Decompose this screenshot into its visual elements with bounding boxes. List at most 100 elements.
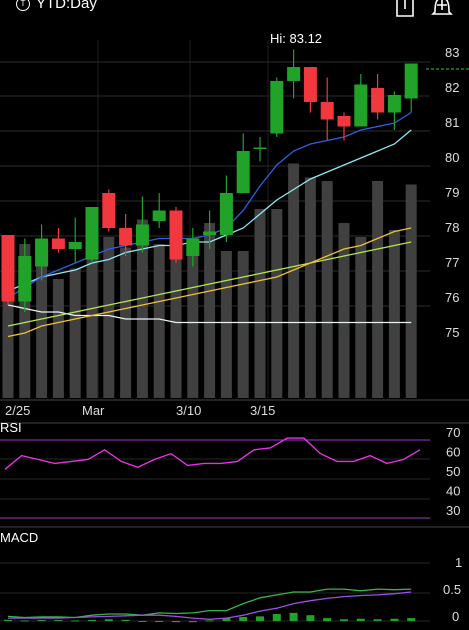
macd-histogram-bar xyxy=(256,616,264,621)
volume-bar xyxy=(237,251,249,398)
volume-bar xyxy=(2,282,14,398)
signal-line xyxy=(8,591,412,620)
volume-bar xyxy=(170,230,182,398)
candle-body xyxy=(287,67,301,81)
macd-histogram-bar xyxy=(390,618,399,621)
date-tick-label: Mar xyxy=(82,403,105,418)
volume-bar xyxy=(372,181,384,398)
macd-histogram-bar xyxy=(356,618,365,621)
date-tick-label: 3/10 xyxy=(176,403,201,418)
macd-tick-label: 0.5 xyxy=(443,582,461,597)
high-label: Hi: 83.12 xyxy=(270,31,322,46)
macd-panel: MACD 1 0.5 0 xyxy=(0,530,462,624)
ma-base-line xyxy=(7,304,412,324)
macd-histogram-bar xyxy=(222,618,231,621)
price-tick-label: 83 xyxy=(445,45,459,60)
volume-bar xyxy=(355,237,367,398)
candle-body xyxy=(68,242,82,249)
volume-bar xyxy=(153,244,165,398)
candle-body xyxy=(371,88,385,113)
rsi-tick-label: 50 xyxy=(446,464,460,479)
volume-bar xyxy=(220,251,232,398)
rsi-line xyxy=(4,437,421,470)
price-tick-label: 81 xyxy=(445,115,459,130)
macd-tick-label: 0 xyxy=(452,609,459,624)
volume-bar xyxy=(271,209,283,398)
volume-bar xyxy=(338,223,350,398)
candle-body xyxy=(135,224,149,246)
add-alert-icon[interactable] xyxy=(430,0,456,18)
candle-body xyxy=(337,116,351,127)
macd-histogram-bar xyxy=(340,619,348,621)
volume-bar xyxy=(120,247,132,398)
candle-body xyxy=(203,231,217,235)
candle-body xyxy=(85,207,99,260)
volume-bar xyxy=(19,244,31,398)
macd-histogram-bar xyxy=(373,619,382,621)
candle-body xyxy=(219,193,233,235)
macd-histogram-bar xyxy=(138,621,147,622)
macd-histogram-bar xyxy=(239,616,248,621)
macd-histogram-bar xyxy=(121,619,130,621)
candle-body xyxy=(354,84,368,127)
price-tick-label: 80 xyxy=(445,150,459,165)
macd-histogram-bar xyxy=(54,619,63,621)
range-icon: T xyxy=(16,0,30,11)
macd-histogram-bar xyxy=(155,621,164,622)
volume-bar xyxy=(103,237,115,398)
rsi-tick-label: 30 xyxy=(446,503,460,518)
date-tick-label: 2/25 xyxy=(5,403,30,418)
candle-body xyxy=(186,238,200,256)
volume-bar xyxy=(52,279,64,398)
volume-bar xyxy=(187,251,199,398)
volume-bar xyxy=(136,219,148,398)
volume-bar xyxy=(86,254,98,398)
candle-body xyxy=(320,102,334,120)
candle-body xyxy=(1,235,15,302)
price-tick-label: 76 xyxy=(445,290,459,305)
candle-body xyxy=(270,81,284,134)
volume-bar xyxy=(288,163,300,398)
date-tick-label: 3/15 xyxy=(250,403,275,418)
macd-histogram-bar xyxy=(407,618,416,621)
ma-long-line xyxy=(7,241,412,327)
macd-histogram-bar xyxy=(71,620,80,622)
candle-body xyxy=(102,193,116,228)
volume-bars xyxy=(2,163,417,398)
volume-bar xyxy=(405,184,417,398)
candlesticks xyxy=(1,49,418,312)
rsi-panel: RSI 70 60 50 40 30 xyxy=(0,420,460,519)
macd-histogram-bar xyxy=(306,615,315,621)
volume-bar xyxy=(204,223,216,398)
volume-bar xyxy=(254,209,266,398)
price-axis: 83 82 81 80 79 78 77 76 75 xyxy=(445,45,459,340)
macd-histogram-bar xyxy=(272,614,281,621)
top-toolbar: T YTD:Day xyxy=(0,0,469,26)
candle-body xyxy=(152,210,166,221)
macd-histogram-bar xyxy=(172,621,180,623)
price-tick-label: 78 xyxy=(445,220,459,235)
macd-histogram-bar xyxy=(289,612,298,621)
candle-body xyxy=(404,63,418,99)
range-label: YTD:Day xyxy=(36,0,97,12)
candle-body xyxy=(236,151,250,193)
range-selector[interactable]: T YTD:Day xyxy=(16,0,97,12)
rsi-tick-label: 60 xyxy=(446,445,460,460)
macd-histogram-bar xyxy=(88,619,96,621)
share-icon[interactable] xyxy=(394,0,416,18)
candle-body xyxy=(303,67,317,102)
volume-bar xyxy=(321,181,333,398)
macd-histogram-bar xyxy=(20,620,29,622)
candle-body xyxy=(35,238,49,267)
rsi-title: RSI xyxy=(0,420,22,435)
candle-body xyxy=(169,210,183,260)
candle-body xyxy=(119,228,133,246)
rsi-tick-label: 40 xyxy=(446,484,460,499)
candle-body xyxy=(253,147,267,149)
volume-bar xyxy=(69,268,81,398)
price-tick-label: 77 xyxy=(445,255,459,270)
rsi-tick-label: 70 xyxy=(446,425,460,440)
date-axis: 2/25 Mar 3/10 3/15 xyxy=(5,403,275,418)
volume-bar xyxy=(304,177,316,398)
